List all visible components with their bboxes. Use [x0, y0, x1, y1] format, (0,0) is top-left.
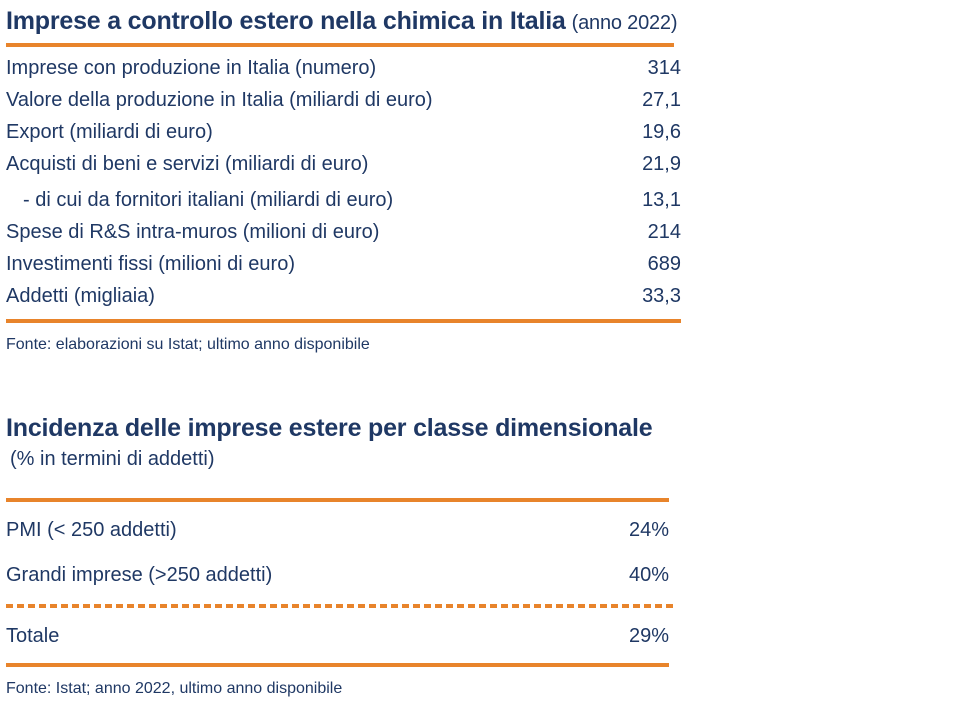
table1: Imprese con produzione in Italia (numero…: [6, 52, 681, 312]
row-value: 40%: [628, 563, 669, 586]
table1-bottom-rule: [6, 319, 681, 323]
table2-source-note: Fonte: Istat; anno 2022, ultimo anno dis…: [6, 680, 343, 697]
table1-source-note: Fonte: elaborazioni su Istat; ultimo ann…: [6, 336, 370, 353]
table-row: PMI (< 250 addetti) 24%: [6, 507, 669, 552]
table1-title-text: Imprese a controllo estero nella chimica…: [6, 7, 566, 35]
table2-total: Totale 29%: [6, 613, 669, 658]
table-row-sub-item: - di cui da fornitori italiani (miliardi…: [6, 184, 681, 216]
table2-dashed-divider: [6, 604, 674, 608]
table2-section: Incidenza delle imprese estere per class…: [6, 413, 960, 698]
row-value: 24%: [628, 518, 669, 541]
table2-title: Incidenza delle imprese estere per class…: [6, 414, 653, 442]
table2-subtitle: (% in termini di addetti): [10, 448, 215, 470]
row-value: 27,1: [642, 89, 681, 111]
table-row: Valore della produzione in Italia (milia…: [6, 84, 681, 116]
row-value: 21,9: [642, 153, 681, 175]
table2: PMI (< 250 addetti) 24% Grandi imprese (…: [6, 507, 669, 597]
table1-title-suffix: (anno 2022): [571, 12, 678, 34]
table2-top-rule: [6, 498, 669, 502]
table-row: Imprese con produzione in Italia (numero…: [6, 52, 681, 84]
row-label: Export (miliardi di euro): [6, 121, 213, 143]
table1-section: Imprese a controllo estero nella chimica…: [6, 6, 960, 354]
row-label: Grandi imprese (>250 addetti): [6, 563, 273, 586]
row-label: Acquisti di beni e servizi (miliardi di …: [6, 153, 369, 175]
total-row: Totale 29%: [6, 613, 669, 658]
row-value: 19,6: [642, 121, 681, 143]
row-label: PMI (< 250 addetti): [6, 518, 177, 541]
table-row: Addetti (migliaia) 33,3: [6, 280, 681, 312]
table1-top-rule: [6, 43, 674, 47]
row-value: 689: [647, 253, 681, 275]
row-label: - di cui da fornitori italiani (miliardi…: [23, 189, 394, 211]
row-label: Investimenti fissi (milioni di euro): [6, 253, 295, 275]
row-value: 214: [647, 221, 681, 243]
table-row: Spese di R&S intra-muros (milioni di eur…: [6, 216, 681, 248]
row-value: 13,1: [642, 189, 681, 211]
table-row: Acquisti di beni e servizi (miliardi di …: [6, 148, 681, 180]
row-label: Addetti (migliaia): [6, 285, 155, 307]
table-row: Export (miliardi di euro) 19,6: [6, 116, 681, 148]
row-label: Spese di R&S intra-muros (milioni di eur…: [6, 221, 380, 243]
row-value: 33,3: [642, 285, 681, 307]
row-value: 29%: [628, 624, 669, 647]
table-row: Grandi imprese (>250 addetti) 40%: [6, 552, 669, 597]
row-label: Valore della produzione in Italia (milia…: [6, 89, 433, 111]
table2-bottom-rule: [6, 663, 669, 667]
row-value: 314: [647, 57, 681, 79]
table-row: Investimenti fissi (milioni di euro) 689: [6, 248, 681, 280]
row-label: Imprese con produzione in Italia (numero…: [6, 57, 377, 79]
table1-title: Imprese a controllo estero nella chimica…: [6, 6, 960, 36]
row-label: Totale: [6, 624, 60, 647]
